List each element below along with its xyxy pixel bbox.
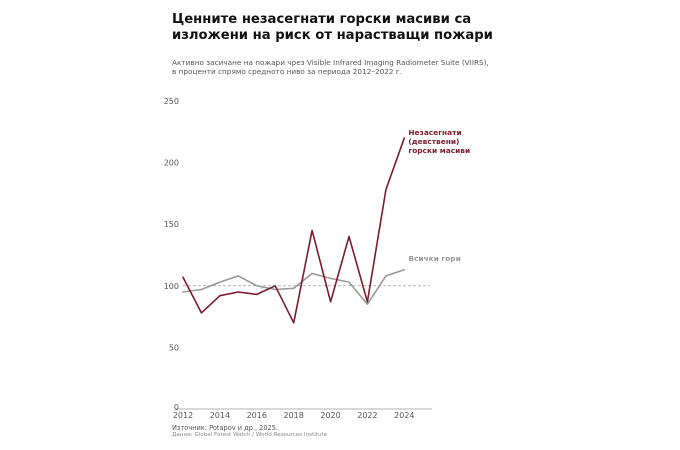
y-tick-label: 250 (164, 97, 179, 106)
x-tick-label: 2016 (247, 411, 267, 420)
subtitle-line-2: в проценти спрямо средното ниво за перио… (172, 67, 403, 76)
x-tick-label: 2018 (283, 411, 303, 420)
x-tick-label: 2022 (357, 411, 377, 420)
y-tick-label: 150 (164, 220, 179, 229)
x-tick-label: 2024 (394, 411, 414, 420)
chart-title: Ценните незасегнати горски масиви са изл… (172, 12, 532, 43)
title-line-1: Ценните незасегнати горски масиви са (172, 12, 472, 27)
series-label-intact-forests: горски масиви (408, 146, 470, 155)
x-tick-label: 2014 (210, 411, 230, 420)
title-line-2: изложени на риск от нарастващи пожари (172, 27, 493, 43)
y-tick-label: 0 (174, 403, 179, 412)
series-label-intact-forests: (девствени) (408, 137, 459, 146)
source-note: Източник: Potapov и др., 2025. (172, 424, 279, 432)
series-line-intact-forests (182, 137, 406, 324)
y-tick-label: 200 (164, 159, 179, 168)
chart-subtitle: Активно засичане на пожари чрез Visible … (172, 58, 532, 76)
y-tick-label: 50 (169, 343, 179, 352)
series-line-all-forests (182, 268, 406, 306)
series-label-intact-forests: Незасегнати (408, 128, 461, 137)
y-tick-label: 100 (164, 282, 179, 291)
data-credit: Данни: Global Forest Watch / World Resou… (172, 432, 328, 438)
series-label-all-forests: Всички гори (408, 254, 460, 263)
x-tick-label: 2012 (173, 411, 193, 420)
subtitle-line-1: Активно засичане на пожари чрез Visible … (172, 58, 489, 67)
x-tick-label: 2020 (320, 411, 340, 420)
